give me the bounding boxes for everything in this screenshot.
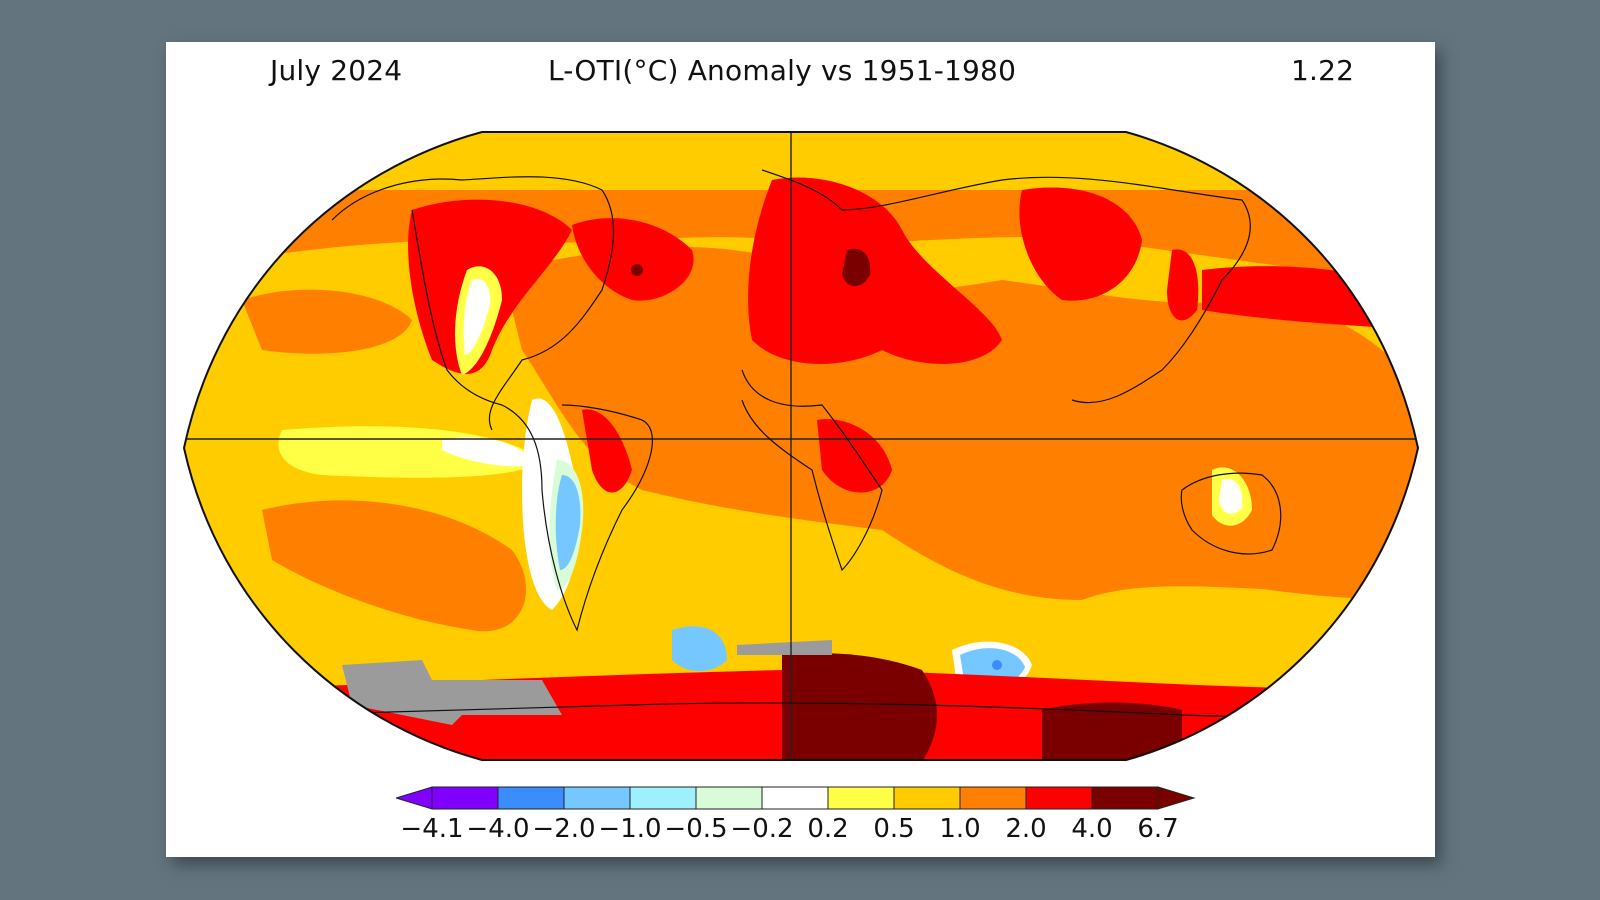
tick-label: −1.0 bbox=[598, 814, 662, 844]
date-label: July 2024 bbox=[270, 54, 403, 87]
tick-label: 6.7 bbox=[1137, 814, 1179, 844]
tick-label: −0.2 bbox=[730, 814, 794, 844]
tick-label: 0.5 bbox=[873, 814, 915, 844]
anomaly-map bbox=[182, 131, 1420, 761]
tick-label: 2.0 bbox=[1005, 814, 1047, 844]
map-figure: July 2024 L-OTI(°C) Anomaly vs 1951-1980… bbox=[166, 42, 1435, 857]
tick-label: −4.1 bbox=[400, 814, 464, 844]
tick-label: 1.0 bbox=[939, 814, 981, 844]
chart-title: L-OTI(°C) Anomaly vs 1951-1980 bbox=[548, 54, 1017, 87]
colorbar bbox=[396, 786, 1196, 810]
tick-label: −2.0 bbox=[532, 814, 596, 844]
tick-label: −0.5 bbox=[664, 814, 728, 844]
global-mean-value: 1.22 bbox=[1291, 54, 1355, 87]
colorbar-ticks: −4.1 −4.0 −2.0 −1.0 −0.5 −0.2 0.2 0.5 1.… bbox=[166, 814, 1435, 844]
tick-label: 4.0 bbox=[1071, 814, 1113, 844]
tick-label: 0.2 bbox=[807, 814, 849, 844]
tick-label: −4.0 bbox=[466, 814, 530, 844]
